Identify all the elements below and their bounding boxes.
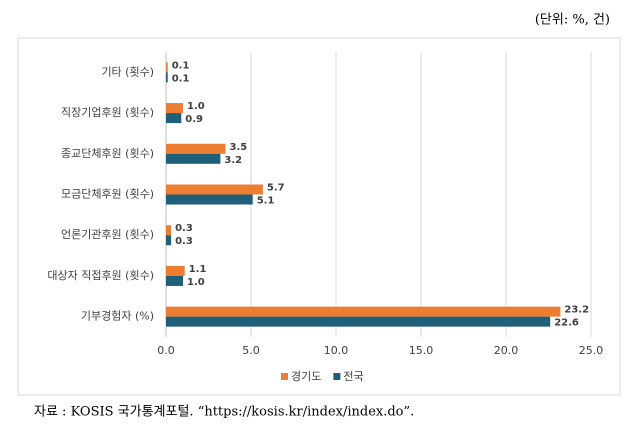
legend-swatch bbox=[333, 373, 341, 380]
y-tick-label: 기부경험자 (%) bbox=[81, 310, 154, 323]
bar bbox=[166, 225, 172, 236]
bar bbox=[166, 316, 551, 327]
bar bbox=[166, 153, 221, 164]
value-label: 22.6 bbox=[554, 318, 579, 329]
x-tick-label: 20.0 bbox=[494, 344, 519, 357]
unit-note: (단위: %, 건) bbox=[535, 13, 610, 28]
y-tick-label: 모금단체후원 (횟수) bbox=[61, 188, 154, 201]
bar bbox=[166, 235, 172, 246]
value-label: 0.1 bbox=[172, 73, 190, 84]
y-tick-label: 직장기업후원 (횟수) bbox=[61, 106, 154, 119]
value-label: 0.3 bbox=[175, 223, 193, 234]
value-label: 23.2 bbox=[564, 305, 589, 316]
bar bbox=[166, 72, 168, 83]
value-label: 0.9 bbox=[185, 114, 203, 125]
y-tick-label: 종교단체후원 (횟수) bbox=[61, 147, 154, 160]
x-tick-label: 25.0 bbox=[579, 344, 604, 357]
source: 자료 : KOSIS 국가통계포털. “https://kosis.kr/ind… bbox=[34, 405, 414, 420]
y-tick-label: 언론기관후원 (횟수) bbox=[61, 228, 154, 241]
value-label: 5.7 bbox=[267, 183, 285, 194]
y-tick-label: 대상자 직접후원 (횟수) bbox=[47, 269, 154, 282]
bar bbox=[166, 306, 561, 317]
bar bbox=[166, 265, 185, 276]
value-label: 5.1 bbox=[257, 196, 275, 207]
x-tick-label: 5.0 bbox=[242, 344, 260, 357]
bar bbox=[166, 62, 168, 73]
chart-frame bbox=[17, 37, 621, 396]
value-label: 3.2 bbox=[224, 155, 242, 166]
x-tick-label: 10.0 bbox=[324, 344, 349, 357]
legend-swatch bbox=[281, 373, 288, 380]
value-label: 1.1 bbox=[189, 264, 207, 275]
x-tick-label: 15.0 bbox=[409, 344, 434, 357]
bar bbox=[166, 184, 263, 195]
legend-label: 전국 bbox=[343, 370, 363, 383]
bar bbox=[166, 194, 253, 205]
value-label: 0.3 bbox=[175, 236, 193, 247]
value-label: 3.5 bbox=[230, 142, 248, 153]
legend-label: 경기도 bbox=[291, 370, 321, 383]
value-label: 1.0 bbox=[187, 101, 205, 112]
value-label: 1.0 bbox=[187, 277, 205, 288]
bar bbox=[166, 143, 226, 154]
bar bbox=[166, 113, 182, 124]
bar bbox=[166, 103, 183, 114]
bar bbox=[166, 275, 183, 286]
y-tick-label: 기타 (횟수) bbox=[101, 65, 154, 78]
value-label: 0.1 bbox=[172, 60, 190, 71]
x-tick-label: 0.0 bbox=[157, 344, 175, 357]
